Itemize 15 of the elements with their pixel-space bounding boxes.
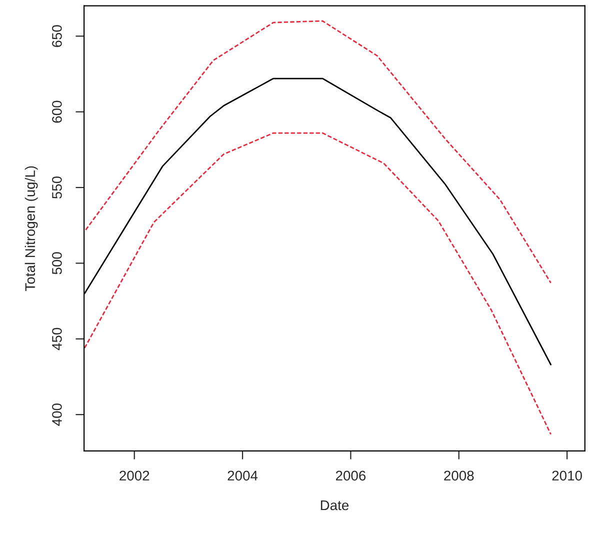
x-tick-label: 2004 <box>228 470 258 481</box>
y-tick-label: 500 <box>52 252 62 274</box>
line-series <box>84 132 552 435</box>
x-tick-label: 2010 <box>552 470 582 481</box>
x-axis-title: Date <box>320 500 349 510</box>
x-tick-label: 2006 <box>336 470 366 481</box>
line-series <box>84 20 552 284</box>
y-tick-label: 550 <box>52 176 62 199</box>
y-tick-label: 450 <box>52 328 62 350</box>
y-tick-label: 600 <box>52 100 62 123</box>
y-tick-label: 400 <box>52 404 62 426</box>
y-axis-title: Total Nitrogen (ug/L) <box>24 166 38 291</box>
y-tick-label: 650 <box>52 25 62 48</box>
x-tick-label: 2002 <box>120 470 150 481</box>
x-tick-label: 2008 <box>444 470 474 481</box>
